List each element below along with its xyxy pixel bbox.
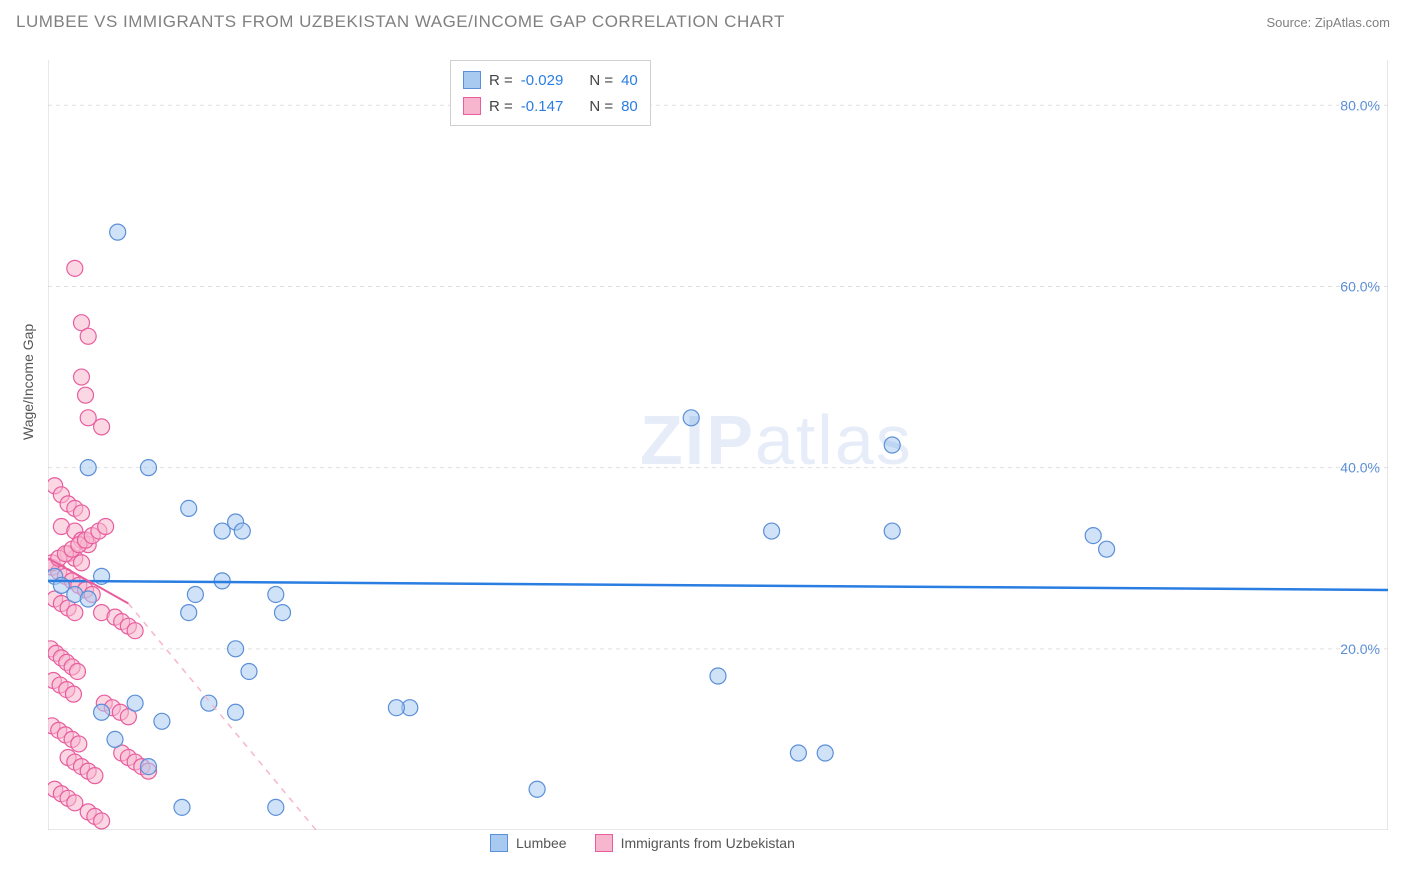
blue-point bbox=[187, 586, 203, 602]
watermark-light: atlas bbox=[755, 401, 913, 479]
legend-row-blue: R = -0.029 N = 40 bbox=[463, 67, 638, 93]
r-label: R = bbox=[489, 98, 513, 115]
pink-point bbox=[74, 505, 90, 521]
pink-point bbox=[87, 768, 103, 784]
blue-point bbox=[228, 704, 244, 720]
swatch-blue-icon bbox=[490, 834, 508, 852]
pink-point bbox=[69, 663, 85, 679]
swatch-pink-icon bbox=[595, 834, 613, 852]
blue-point bbox=[1099, 541, 1115, 557]
blue-point bbox=[201, 695, 217, 711]
blue-point bbox=[228, 641, 244, 657]
legend-item-pink: Immigrants from Uzbekistan bbox=[595, 834, 795, 852]
blue-point bbox=[817, 745, 833, 761]
blue-point bbox=[268, 586, 284, 602]
pink-point bbox=[71, 736, 87, 752]
r-label: R = bbox=[489, 72, 513, 89]
regression-line-blue bbox=[48, 581, 1388, 590]
blue-point bbox=[275, 605, 291, 621]
y-tick-label: 40.0% bbox=[1340, 460, 1380, 476]
legend-row-pink: R = -0.147 N = 80 bbox=[463, 93, 638, 119]
legend-label-blue: Lumbee bbox=[516, 835, 567, 851]
n-label: N = bbox=[589, 72, 613, 89]
pink-point bbox=[74, 555, 90, 571]
pink-point bbox=[94, 813, 110, 829]
pink-point bbox=[65, 686, 81, 702]
blue-point bbox=[154, 713, 170, 729]
pink-point bbox=[80, 328, 96, 344]
y-tick-label: 60.0% bbox=[1340, 278, 1380, 294]
blue-point bbox=[241, 663, 257, 679]
n-label: N = bbox=[589, 98, 613, 115]
blue-point bbox=[80, 460, 96, 476]
legend-label-pink: Immigrants from Uzbekistan bbox=[621, 835, 795, 851]
blue-point bbox=[94, 704, 110, 720]
blue-point bbox=[80, 591, 96, 607]
correlation-legend: R = -0.029 N = 40 R = -0.147 N = 80 bbox=[450, 60, 651, 126]
chart-title: LUMBEE VS IMMIGRANTS FROM UZBEKISTAN WAG… bbox=[16, 12, 785, 32]
r-value-pink: -0.147 bbox=[521, 98, 564, 115]
pink-point bbox=[98, 519, 114, 535]
blue-point bbox=[710, 668, 726, 684]
n-value-blue: 40 bbox=[621, 72, 638, 89]
series-legend: Lumbee Immigrants from Uzbekistan bbox=[490, 834, 795, 852]
watermark: ZIPatlas bbox=[640, 400, 913, 480]
blue-point bbox=[174, 799, 190, 815]
blue-point bbox=[1085, 528, 1101, 544]
blue-point bbox=[181, 605, 197, 621]
blue-point bbox=[107, 731, 123, 747]
blue-point bbox=[234, 523, 250, 539]
blue-point bbox=[884, 523, 900, 539]
blue-point bbox=[529, 781, 545, 797]
blue-point bbox=[110, 224, 126, 240]
swatch-pink-icon bbox=[463, 97, 481, 115]
blue-point bbox=[141, 460, 157, 476]
n-value-pink: 80 bbox=[621, 98, 638, 115]
y-tick-label: 80.0% bbox=[1340, 97, 1380, 113]
y-axis-label: Wage/Income Gap bbox=[20, 324, 36, 440]
blue-point bbox=[790, 745, 806, 761]
r-value-blue: -0.029 bbox=[521, 72, 564, 89]
blue-point bbox=[764, 523, 780, 539]
watermark-bold: ZIP bbox=[640, 401, 755, 479]
source-label: Source: ZipAtlas.com bbox=[1266, 15, 1390, 30]
pink-point bbox=[127, 623, 143, 639]
y-tick-label: 20.0% bbox=[1340, 641, 1380, 657]
pink-point bbox=[78, 387, 94, 403]
pink-point bbox=[94, 419, 110, 435]
blue-point bbox=[141, 759, 157, 775]
swatch-blue-icon bbox=[463, 71, 481, 89]
blue-point bbox=[127, 695, 143, 711]
blue-point bbox=[388, 700, 404, 716]
blue-point bbox=[181, 500, 197, 516]
pink-point bbox=[67, 260, 83, 276]
blue-point bbox=[268, 799, 284, 815]
legend-item-blue: Lumbee bbox=[490, 834, 567, 852]
pink-point bbox=[67, 605, 83, 621]
pink-point bbox=[74, 369, 90, 385]
